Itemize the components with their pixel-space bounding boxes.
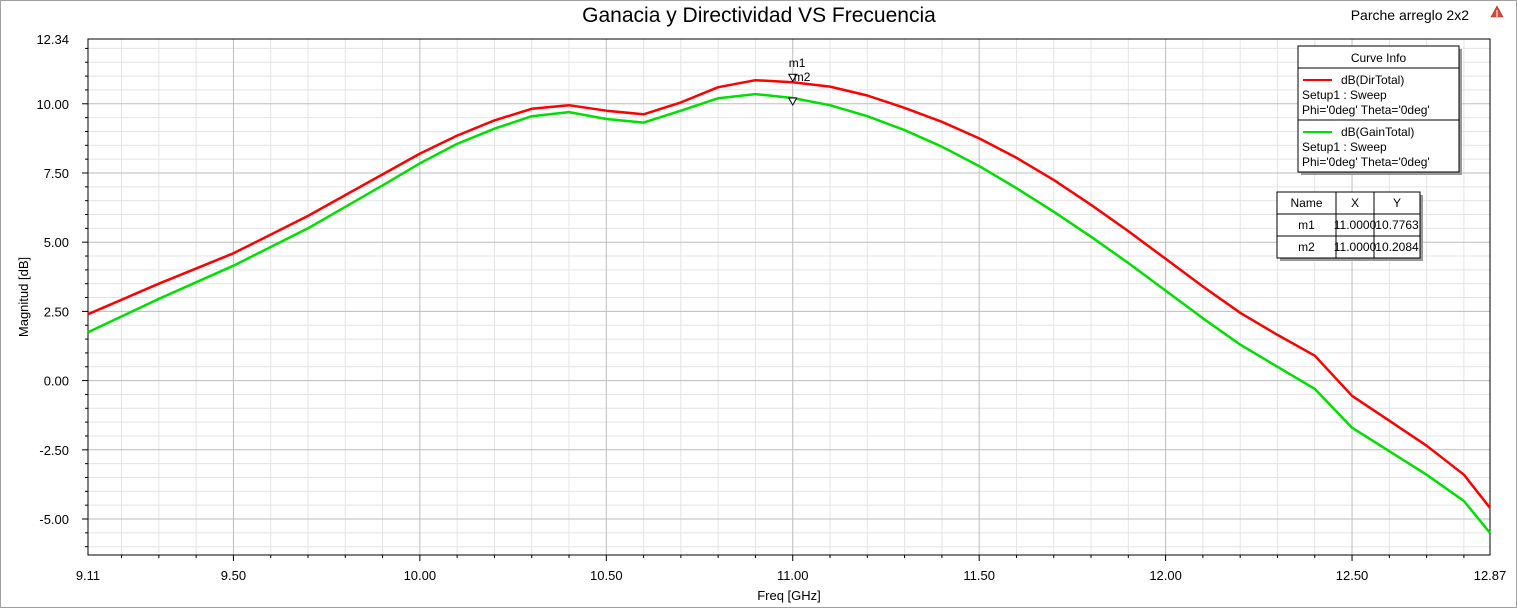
table-header: Y: [1393, 196, 1401, 210]
marker-table[interactable]: [1276, 191, 1421, 259]
x-tick-label: 10.00: [404, 568, 437, 583]
x-tick-label: 9.11: [76, 568, 100, 583]
y-tick-label: 5.00: [44, 235, 69, 250]
table-cell-y: 10.7763: [1375, 218, 1419, 232]
legend-box[interactable]: [1297, 45, 1460, 173]
legend-series-name: dB(DirTotal): [1341, 73, 1404, 87]
chart-title: Ganacia y Directividad VS Frecuencia: [582, 4, 936, 27]
legend-series-name: dB(GainTotal): [1341, 125, 1414, 139]
x-tick-label: 12.00: [1149, 568, 1182, 583]
series-line-gaintotal: [87, 92, 1491, 534]
table-header: Name: [1290, 196, 1322, 210]
marker-m1-icon[interactable]: [787, 73, 798, 83]
y-tick-label: 10.00: [36, 97, 69, 112]
table-cell-name: m1: [1298, 218, 1315, 232]
y-tick-label: 0.00: [44, 374, 69, 389]
y-tick-label: 12.34: [36, 32, 69, 47]
series-line-dirtotal: [87, 78, 1491, 509]
legend-series-params: Phi='0deg' Theta='0deg': [1302, 155, 1430, 169]
x-tick-label: 11.00: [777, 568, 809, 583]
table-cell-name: m2: [1298, 240, 1315, 254]
x-tick-label: 12.50: [1336, 568, 1369, 583]
x-axis-title: Freq [GHz]: [757, 588, 821, 603]
marker-label-m2: m2: [794, 70, 811, 84]
y-tick-label: -2.50: [39, 443, 69, 458]
x-tick-label: 11.50: [963, 568, 995, 583]
y-tick-label: 2.50: [44, 304, 69, 319]
legend-title: Curve Info: [1351, 51, 1407, 65]
legend-series-setup: Setup1 : Sweep: [1302, 88, 1387, 102]
x-tick-label: 10.50: [590, 568, 623, 583]
marker-m2-icon[interactable]: [787, 97, 798, 107]
table-cell-x: 11.0000: [1334, 218, 1377, 232]
y-tick-label: 7.50: [44, 166, 69, 181]
y-axis-title: Magnitud [dB]: [16, 257, 31, 337]
y-tick-label: -5.00: [39, 512, 69, 527]
marker-label-m1: m1: [789, 56, 806, 70]
table-header: X: [1351, 196, 1359, 210]
plot-area: [88, 39, 1490, 555]
table-cell-y: 10.2084: [1375, 240, 1419, 254]
legend-series-setup: Setup1 : Sweep: [1302, 140, 1387, 154]
table-cell-x: 11.0000: [1334, 240, 1377, 254]
design-name-label: Parche arreglo 2x2: [1351, 7, 1470, 23]
x-tick-label: 9.50: [221, 568, 246, 583]
legend-series-params: Phi='0deg' Theta='0deg': [1302, 103, 1430, 117]
x-tick-label: 12.87: [1474, 568, 1507, 583]
plot-frame: [87, 38, 1491, 556]
